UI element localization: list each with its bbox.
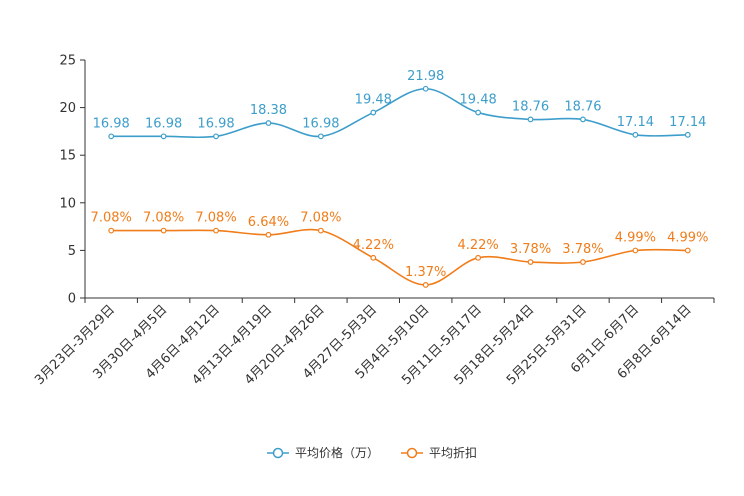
data-label: 18.38 [250, 103, 287, 118]
series-line-0 [111, 87, 688, 139]
data-label: 19.48 [460, 93, 497, 108]
data-label: 4.99% [667, 230, 708, 245]
data-point [160, 227, 167, 234]
data-point [684, 247, 691, 254]
data-point [265, 120, 272, 126]
legend-label-price: 平均价格（万） [294, 446, 379, 460]
data-point [213, 227, 219, 234]
data-point [160, 133, 167, 140]
y-tick-label: 15 [59, 149, 76, 164]
y-tick-label: 25 [59, 54, 76, 69]
data-label: 18.76 [512, 99, 549, 114]
data-point [422, 282, 429, 288]
data-point [265, 231, 272, 238]
data-point [213, 133, 219, 140]
data-point [370, 254, 377, 261]
data-point [527, 259, 534, 265]
data-label: 6.64% [248, 215, 289, 230]
data-label: 4.99% [615, 230, 656, 245]
legend-marker-price-icon [266, 447, 289, 458]
data-label: 16.98 [145, 116, 182, 131]
data-point [684, 131, 691, 138]
data-point [475, 254, 482, 261]
data-label: 16.98 [93, 116, 130, 131]
data-point [317, 133, 324, 140]
data-point [632, 131, 639, 138]
data-point [632, 247, 639, 254]
data-label: 19.48 [355, 93, 392, 108]
y-tick-label: 10 [59, 196, 76, 211]
data-label: 7.08% [143, 211, 184, 226]
data-label: 3.78% [510, 242, 551, 257]
line-chart: 05101520253月23日-3月29日3月30日-4月5日4月6日-4月12… [32, 54, 715, 388]
data-label: 7.08% [300, 211, 341, 226]
data-point [370, 109, 377, 116]
data-label: 4.22% [457, 238, 498, 253]
series-line-1 [111, 228, 688, 286]
data-label: 3.78% [562, 242, 603, 257]
data-point [527, 116, 534, 123]
data-point [580, 116, 586, 123]
data-point [422, 85, 429, 92]
data-label: 4.22% [353, 238, 394, 253]
data-label: 16.98 [302, 116, 339, 131]
data-label: 7.08% [195, 211, 236, 226]
legend-item-price[interactable]: 平均价格（万） [266, 444, 379, 461]
data-label: 21.98 [407, 69, 444, 84]
y-tick-label: 5 [68, 244, 76, 259]
legend-marker-discount-icon [401, 447, 423, 458]
data-point [108, 227, 115, 234]
data-point [108, 133, 115, 140]
y-tick-label: 0 [68, 292, 76, 307]
data-point [580, 259, 586, 265]
data-label: 18.76 [564, 99, 601, 114]
data-label: 17.14 [669, 115, 706, 130]
y-tick-label: 20 [59, 101, 76, 116]
chart-legend: 平均价格（万） 平均折扣 [0, 444, 744, 461]
legend-label-discount: 平均折扣 [429, 446, 478, 460]
data-label: 17.14 [617, 115, 654, 130]
data-point [317, 227, 324, 234]
data-label: 1.37% [405, 265, 446, 280]
data-label: 16.98 [197, 116, 234, 131]
data-point [475, 109, 482, 116]
data-label: 7.08% [91, 211, 132, 226]
legend-item-discount[interactable]: 平均折扣 [401, 444, 477, 461]
